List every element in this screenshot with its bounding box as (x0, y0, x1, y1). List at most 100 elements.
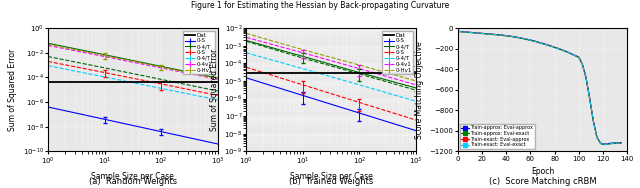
Train-approx: Eval-exact: (80, -188): Eval-exact: (80, -188) (550, 46, 558, 49)
Train-exact: Eval-exact: (0, -31): Eval-exact: (0, -31) (454, 30, 461, 33)
Train-exact: Eval-exact: (106, -483): Eval-exact: (106, -483) (582, 77, 590, 79)
Text: (b)  Trained Weights: (b) Trained Weights (289, 177, 374, 186)
Train-exact: Eval-approx: (75, -165): Eval-approx: (75, -165) (545, 44, 552, 46)
Train-approx: Eval-exact: (70, -151): Eval-exact: (70, -151) (539, 42, 547, 45)
Train-approx: Eval-approx: (130, -1.12e+03): Eval-approx: (130, -1.12e+03) (611, 142, 619, 144)
Train-exact: Eval-exact: (90, -229): Eval-exact: (90, -229) (563, 51, 570, 53)
Legend: Dat, 0-S, 0-4/T, 0-S, 0-4/T, 0-4v1, 0-Hv1: Dat, 0-S, 0-4/T, 0-S, 0-4/T, 0-4v1, 0-Hv… (184, 31, 215, 74)
Train-exact: Eval-approx: (50, -90): Eval-approx: (50, -90) (515, 36, 522, 39)
Train-exact: Eval-exact: (118, -1.12e+03): Eval-exact: (118, -1.12e+03) (596, 142, 604, 145)
Train-approx: Eval-approx: (65, -130): Eval-approx: (65, -130) (532, 40, 540, 43)
Train-exact: Eval-approx: (115, -1.06e+03): Eval-approx: (115, -1.06e+03) (593, 136, 601, 138)
Train-approx: Eval-approx: (124, -1.12e+03): Eval-approx: (124, -1.12e+03) (604, 143, 612, 145)
Train-approx: Eval-approx: (103, -350): Eval-approx: (103, -350) (579, 63, 586, 65)
Train-exact: Eval-approx: (45, -80): Eval-approx: (45, -80) (508, 35, 516, 38)
Train-exact: Eval-exact: (20, -51): Eval-exact: (20, -51) (478, 32, 486, 35)
Train-exact: Eval-approx: (15, -45): Eval-approx: (15, -45) (472, 32, 479, 34)
Train-exact: Eval-approx: (35, -65): Eval-approx: (35, -65) (496, 34, 504, 36)
Train-exact: Eval-approx: (80, -185): Eval-approx: (80, -185) (550, 46, 558, 48)
Train-approx: Eval-approx: (118, -1.12e+03): Eval-approx: (118, -1.12e+03) (596, 142, 604, 144)
Train-exact: Eval-exact: (95, -256): Eval-exact: (95, -256) (569, 53, 577, 56)
Train-approx: Eval-approx: (106, -480): Eval-approx: (106, -480) (582, 76, 590, 79)
Train-approx: Eval-approx: (115, -1.06e+03): Eval-approx: (115, -1.06e+03) (593, 136, 601, 138)
Train-exact: Eval-approx: (85, -205): Eval-approx: (85, -205) (557, 48, 564, 50)
Train-exact: Eval-approx: (20, -50): Eval-approx: (20, -50) (478, 32, 486, 34)
Train-approx: Eval-exact: (15, -47): Eval-exact: (15, -47) (472, 32, 479, 34)
Legend: Train-approx: Eval-approx, Train-approx: Eval-exact, Train-exact: Eval-approx, T: Train-approx: Eval-approx, Train-approx:… (460, 124, 534, 149)
Train-approx: Eval-exact: (20, -52): Eval-exact: (20, -52) (478, 32, 486, 35)
Train-approx: Eval-exact: (10, -42): Eval-exact: (10, -42) (466, 31, 474, 34)
Train-exact: Eval-approx: (112, -902): Eval-approx: (112, -902) (589, 120, 597, 122)
Train-approx: Eval-exact: (109, -685): Eval-exact: (109, -685) (586, 97, 593, 100)
Train-exact: Eval-exact: (115, -1.06e+03): Eval-exact: (115, -1.06e+03) (593, 136, 601, 138)
Train-approx: Eval-approx: (90, -228): Eval-approx: (90, -228) (563, 50, 570, 53)
Train-exact: Eval-exact: (70, -149): Eval-exact: (70, -149) (539, 42, 547, 45)
Train-exact: Eval-exact: (109, -683): Eval-exact: (109, -683) (586, 97, 593, 99)
Text: Figure 1 for Estimating the Hessian by Back-propagating Curvature: Figure 1 for Estimating the Hessian by B… (191, 1, 449, 10)
Train-exact: Eval-exact: (80, -186): Eval-exact: (80, -186) (550, 46, 558, 49)
Train-approx: Eval-approx: (70, -148): Eval-approx: (70, -148) (539, 42, 547, 45)
Train-approx: Eval-approx: (121, -1.13e+03): Eval-approx: (121, -1.13e+03) (600, 143, 608, 145)
Train-approx: Eval-exact: (112, -905): Eval-exact: (112, -905) (589, 120, 597, 122)
Train-approx: Eval-approx: (80, -185): Eval-approx: (80, -185) (550, 46, 558, 48)
Train-approx: Eval-approx: (25, -55): Eval-approx: (25, -55) (484, 33, 492, 35)
Train-exact: Eval-approx: (95, -255): Eval-approx: (95, -255) (569, 53, 577, 55)
Train-approx: Eval-approx: (30, -60): Eval-approx: (30, -60) (490, 33, 498, 36)
Train-approx: Eval-exact: (25, -57): Eval-exact: (25, -57) (484, 33, 492, 35)
Train-approx: Eval-approx: (95, -255): Eval-approx: (95, -255) (569, 53, 577, 55)
Train-approx: Eval-approx: (85, -205): Eval-approx: (85, -205) (557, 48, 564, 50)
Train-approx: Eval-approx: (60, -115): Eval-approx: (60, -115) (527, 39, 534, 41)
X-axis label: Epoch: Epoch (531, 167, 554, 176)
Train-exact: Eval-exact: (112, -903): Eval-exact: (112, -903) (589, 120, 597, 122)
Train-approx: Eval-exact: (130, -1.12e+03): Eval-exact: (130, -1.12e+03) (611, 142, 619, 145)
Train-approx: Eval-approx: (100, -280): Eval-approx: (100, -280) (575, 56, 582, 58)
Train-approx: Eval-exact: (135, -1.12e+03): Eval-exact: (135, -1.12e+03) (618, 142, 625, 144)
Text: (c)  Score Matching cRBM: (c) Score Matching cRBM (489, 177, 596, 186)
Y-axis label: Sum of Squared Error: Sum of Squared Error (210, 49, 219, 131)
Train-exact: Eval-approx: (103, -352): Eval-approx: (103, -352) (579, 63, 586, 65)
Train-approx: Eval-exact: (30, -63): Eval-exact: (30, -63) (490, 33, 498, 36)
Y-axis label: Sum of Squared Error: Sum of Squared Error (8, 49, 17, 131)
Train-approx: Eval-exact: (106, -485): Eval-exact: (106, -485) (582, 77, 590, 79)
Train-exact: Eval-exact: (50, -91): Eval-exact: (50, -91) (515, 36, 522, 39)
Train-approx: Eval-approx: (5, -35): Eval-approx: (5, -35) (460, 31, 467, 33)
Train-approx: Eval-exact: (103, -355): Eval-exact: (103, -355) (579, 64, 586, 66)
Train-exact: Eval-approx: (127, -1.12e+03): Eval-approx: (127, -1.12e+03) (607, 142, 615, 144)
Train-approx: Eval-exact: (115, -1.06e+03): Eval-exact: (115, -1.06e+03) (593, 136, 601, 139)
Train-exact: Eval-approx: (135, -1.12e+03): Eval-approx: (135, -1.12e+03) (618, 142, 625, 144)
Train-exact: Eval-exact: (30, -61): Eval-exact: (30, -61) (490, 33, 498, 36)
Train-approx: Eval-exact: (50, -93): Eval-exact: (50, -93) (515, 37, 522, 39)
Train-exact: Eval-exact: (25, -56): Eval-exact: (25, -56) (484, 33, 492, 35)
Train-approx: Eval-exact: (65, -133): Eval-exact: (65, -133) (532, 41, 540, 43)
Train-exact: Eval-exact: (121, -1.13e+03): Eval-exact: (121, -1.13e+03) (600, 143, 608, 146)
Train-exact: Eval-exact: (135, -1.12e+03): Eval-exact: (135, -1.12e+03) (618, 142, 625, 144)
X-axis label: Sample Size per Case: Sample Size per Case (92, 172, 174, 181)
Train-approx: Eval-approx: (10, -40): Eval-approx: (10, -40) (466, 31, 474, 33)
Train-exact: Eval-exact: (103, -353): Eval-exact: (103, -353) (579, 63, 586, 66)
Train-exact: Eval-approx: (65, -130): Eval-approx: (65, -130) (532, 40, 540, 43)
Train-approx: Eval-exact: (45, -83): Eval-exact: (45, -83) (508, 36, 516, 38)
Train-exact: Eval-exact: (5, -36): Eval-exact: (5, -36) (460, 31, 467, 33)
Train-exact: Eval-exact: (35, -66): Eval-exact: (35, -66) (496, 34, 504, 36)
Train-approx: Eval-approx: (40, -72): Eval-approx: (40, -72) (502, 34, 510, 37)
Train-exact: Eval-exact: (60, -116): Eval-exact: (60, -116) (527, 39, 534, 41)
Legend: Dat, 0-S, 0-4/T, 0-S, 0-4/T, 0-4v1, 0-Hv1: Dat, 0-S, 0-4/T, 0-S, 0-4/T, 0-4v1, 0-Hv… (382, 31, 413, 74)
Train-approx: Eval-exact: (75, -168): Eval-exact: (75, -168) (545, 44, 552, 47)
Train-approx: Eval-approx: (35, -65): Eval-approx: (35, -65) (496, 34, 504, 36)
Train-approx: Eval-approx: (0, -30): Eval-approx: (0, -30) (454, 30, 461, 32)
Line: Train-approx: Eval-approx: Train-approx: Eval-approx (458, 31, 621, 144)
Train-approx: Eval-exact: (95, -258): Eval-exact: (95, -258) (569, 54, 577, 56)
Train-exact: Eval-exact: (40, -73): Eval-exact: (40, -73) (502, 35, 510, 37)
Train-exact: Eval-approx: (5, -35): Eval-approx: (5, -35) (460, 31, 467, 33)
X-axis label: Sample Size per Case: Sample Size per Case (290, 172, 372, 181)
Train-exact: Eval-approx: (109, -682): Eval-approx: (109, -682) (586, 97, 593, 99)
Train-exact: Eval-approx: (90, -228): Eval-approx: (90, -228) (563, 50, 570, 53)
Train-approx: Eval-approx: (55, -102): Eval-approx: (55, -102) (520, 38, 528, 40)
Train-exact: Eval-approx: (40, -72): Eval-approx: (40, -72) (502, 34, 510, 37)
Train-exact: Eval-approx: (118, -1.12e+03): Eval-approx: (118, -1.12e+03) (596, 142, 604, 144)
Train-exact: Eval-exact: (55, -103): Eval-exact: (55, -103) (520, 38, 528, 40)
Train-exact: Eval-approx: (55, -102): Eval-approx: (55, -102) (520, 38, 528, 40)
Train-exact: Eval-exact: (75, -166): Eval-exact: (75, -166) (545, 44, 552, 46)
Train-approx: Eval-exact: (85, -208): Eval-exact: (85, -208) (557, 49, 564, 51)
Train-exact: Eval-approx: (124, -1.13e+03): Eval-approx: (124, -1.13e+03) (604, 143, 612, 145)
